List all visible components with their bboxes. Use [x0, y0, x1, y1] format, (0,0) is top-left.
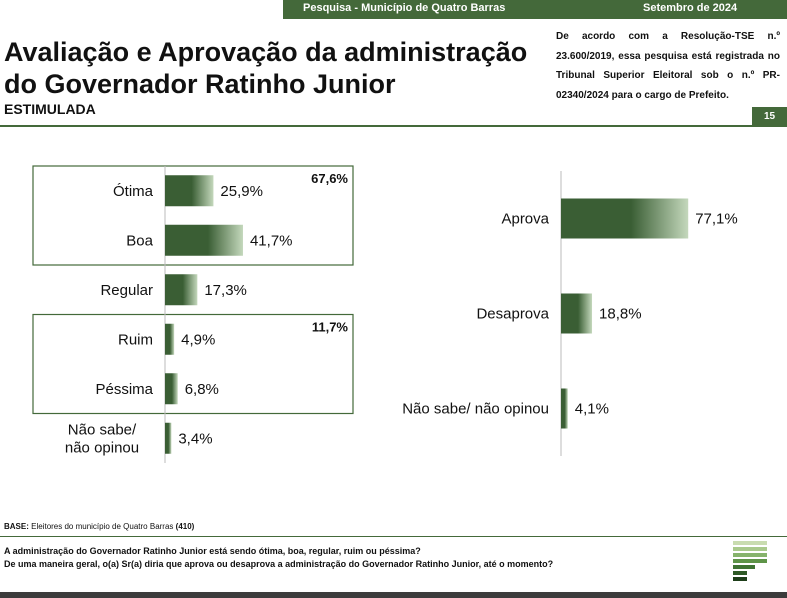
approval-bar: [561, 388, 568, 429]
footer-rule: [0, 536, 787, 537]
approval-bar: [561, 293, 593, 334]
rating-bar: [165, 422, 172, 454]
brand-logo-icon: [733, 541, 767, 581]
page-number: 15: [752, 107, 787, 127]
approval-category-label: Desaprova: [476, 306, 549, 323]
rating-bar: [165, 175, 214, 207]
approval-category-label: Aprova: [501, 211, 549, 228]
rating-category-label: Não sabe/não opinou: [65, 421, 139, 456]
rating-category-label: Ruim: [118, 331, 153, 348]
survey-label: Pesquisa - Município de Quatro Barras: [303, 2, 506, 14]
title-line-1: Avaliação e Aprovação da administração: [4, 37, 528, 67]
rating-value-label: 6,8%: [185, 381, 219, 398]
question-1: A administração do Governador Ratinho Ju…: [4, 546, 421, 556]
title-line-2: do Governador Ratinho Junior: [4, 69, 396, 99]
approval-bar: [561, 198, 689, 239]
header-bar: Pesquisa - Município de Quatro Barras Se…: [283, 0, 787, 19]
question-2: De uma maneira geral, o(a) Sr(a) diria q…: [4, 559, 554, 569]
approval-value-label: 4,1%: [575, 401, 609, 418]
charts-canvas: 67,6% 11,7% Ótima 25,9% Boa 41,7% Regular 17,3%…: [32, 165, 738, 463]
approval-category-label: Não sabe/ não opinou: [402, 401, 549, 418]
rating-category-label: Péssima: [95, 381, 153, 398]
base-note: BASE: Eleitores do município de Quatro B…: [4, 522, 194, 531]
footer-bar: [0, 592, 787, 598]
rating-group-total: 11,7%: [312, 320, 349, 335]
approval-value-label: 77,1%: [695, 211, 738, 228]
rating-category-label: Ótima: [113, 183, 154, 200]
rating-bar: [165, 224, 243, 256]
registration-note: De acordo com a Resolução-TSE n.º 23.600…: [556, 31, 780, 101]
approval-value-label: 18,8%: [599, 306, 642, 323]
page-title: Avaliação e Aprovação da administração d…: [4, 36, 534, 100]
rating-bar: [165, 274, 198, 306]
header-rule: [0, 125, 787, 127]
base-text: Eleitores do município de Quatro Barras: [31, 522, 174, 531]
base-count: (410): [175, 522, 195, 531]
rating-value-label: 25,9%: [220, 183, 263, 200]
rating-value-label: 4,9%: [181, 331, 215, 348]
rating-value-label: 3,4%: [178, 430, 212, 447]
page-subtitle: ESTIMULADA: [4, 101, 96, 117]
date-label: Setembro de 2024: [643, 2, 738, 14]
base-label: BASE:: [4, 522, 29, 531]
rating-value-label: 17,3%: [204, 282, 247, 299]
rating-value-label: 41,7%: [250, 232, 293, 249]
rating-group-box: [32, 165, 354, 266]
rating-group-total: 67,6%: [311, 171, 348, 186]
rating-bar: [165, 373, 178, 405]
rating-category-label: Regular: [100, 282, 153, 299]
rating-category-label: Boa: [126, 232, 153, 249]
rating-group-box: [32, 313, 354, 415]
rating-bar: [165, 323, 175, 355]
